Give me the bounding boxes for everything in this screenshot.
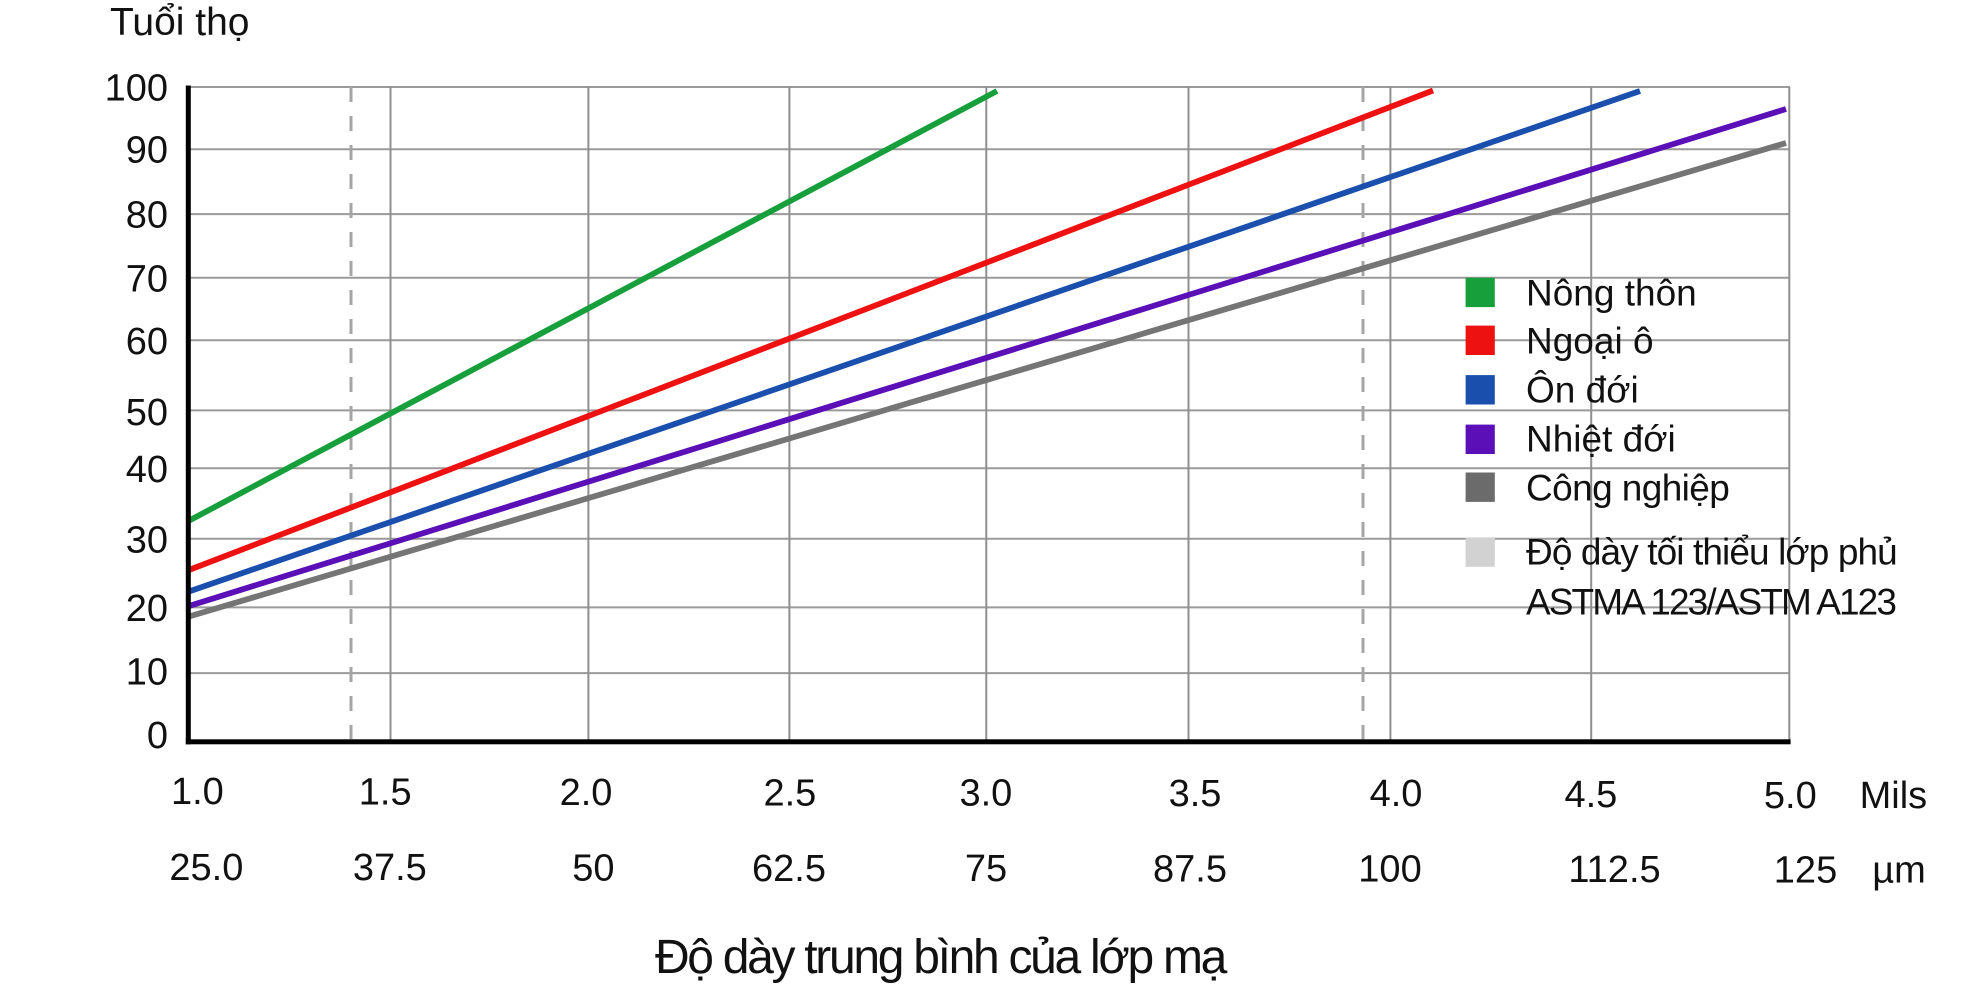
svg-text:1.5: 1.5 [359, 772, 412, 814]
svg-text:2.0: 2.0 [560, 772, 613, 814]
svg-text:Ôn đới: Ôn đới [1526, 370, 1639, 411]
svg-text:Nhiệt đới: Nhiệt đới [1526, 419, 1676, 460]
svg-text:Mils: Mils [1860, 775, 1928, 817]
svg-text:100: 100 [105, 68, 168, 110]
svg-text:ASTMA 123/ASTM A123: ASTMA 123/ASTM A123 [1526, 582, 1895, 623]
svg-text:0: 0 [147, 715, 168, 757]
svg-text:3.5: 3.5 [1169, 773, 1222, 815]
svg-text:4.5: 4.5 [1564, 774, 1617, 816]
svg-text:50: 50 [126, 392, 168, 434]
svg-text:10: 10 [126, 652, 168, 694]
svg-text:25.0: 25.0 [169, 847, 243, 889]
svg-text:Tuổi thọ: Tuổi thọ [110, 1, 249, 44]
svg-text:Độ dày tối thiểu lớp phủ: Độ dày tối thiểu lớp phủ [1526, 532, 1897, 573]
svg-text:112.5: 112.5 [1568, 849, 1660, 891]
svg-text:70: 70 [126, 258, 168, 300]
svg-text:Ngoại ô: Ngoại ô [1526, 321, 1654, 362]
svg-text:125: 125 [1774, 849, 1837, 891]
svg-text:40: 40 [126, 449, 168, 491]
svg-text:75: 75 [965, 848, 1007, 890]
svg-text:37.5: 37.5 [353, 847, 427, 889]
svg-text:60: 60 [126, 321, 168, 363]
svg-text:20: 20 [126, 588, 168, 630]
svg-text:4.0: 4.0 [1370, 773, 1423, 815]
svg-text:5.0: 5.0 [1764, 775, 1817, 817]
svg-text:100: 100 [1358, 849, 1421, 891]
svg-text:3.0: 3.0 [959, 772, 1012, 814]
svg-text:1.0: 1.0 [171, 771, 224, 813]
svg-text:87.5: 87.5 [1153, 849, 1227, 891]
svg-text:50: 50 [572, 848, 614, 890]
svg-text:Công nghiệp: Công nghiệp [1526, 467, 1729, 508]
svg-text:µm: µm [1872, 849, 1926, 891]
svg-text:62.5: 62.5 [752, 848, 826, 890]
svg-text:Độ dày trung bình của lớp mạ: Độ dày trung bình của lớp mạ [655, 931, 1228, 984]
svg-text:30: 30 [126, 519, 168, 561]
svg-text:80: 80 [126, 195, 168, 237]
svg-text:90: 90 [126, 130, 168, 172]
svg-text:2.5: 2.5 [763, 772, 816, 814]
svg-text:Nông thôn: Nông thôn [1526, 273, 1697, 314]
